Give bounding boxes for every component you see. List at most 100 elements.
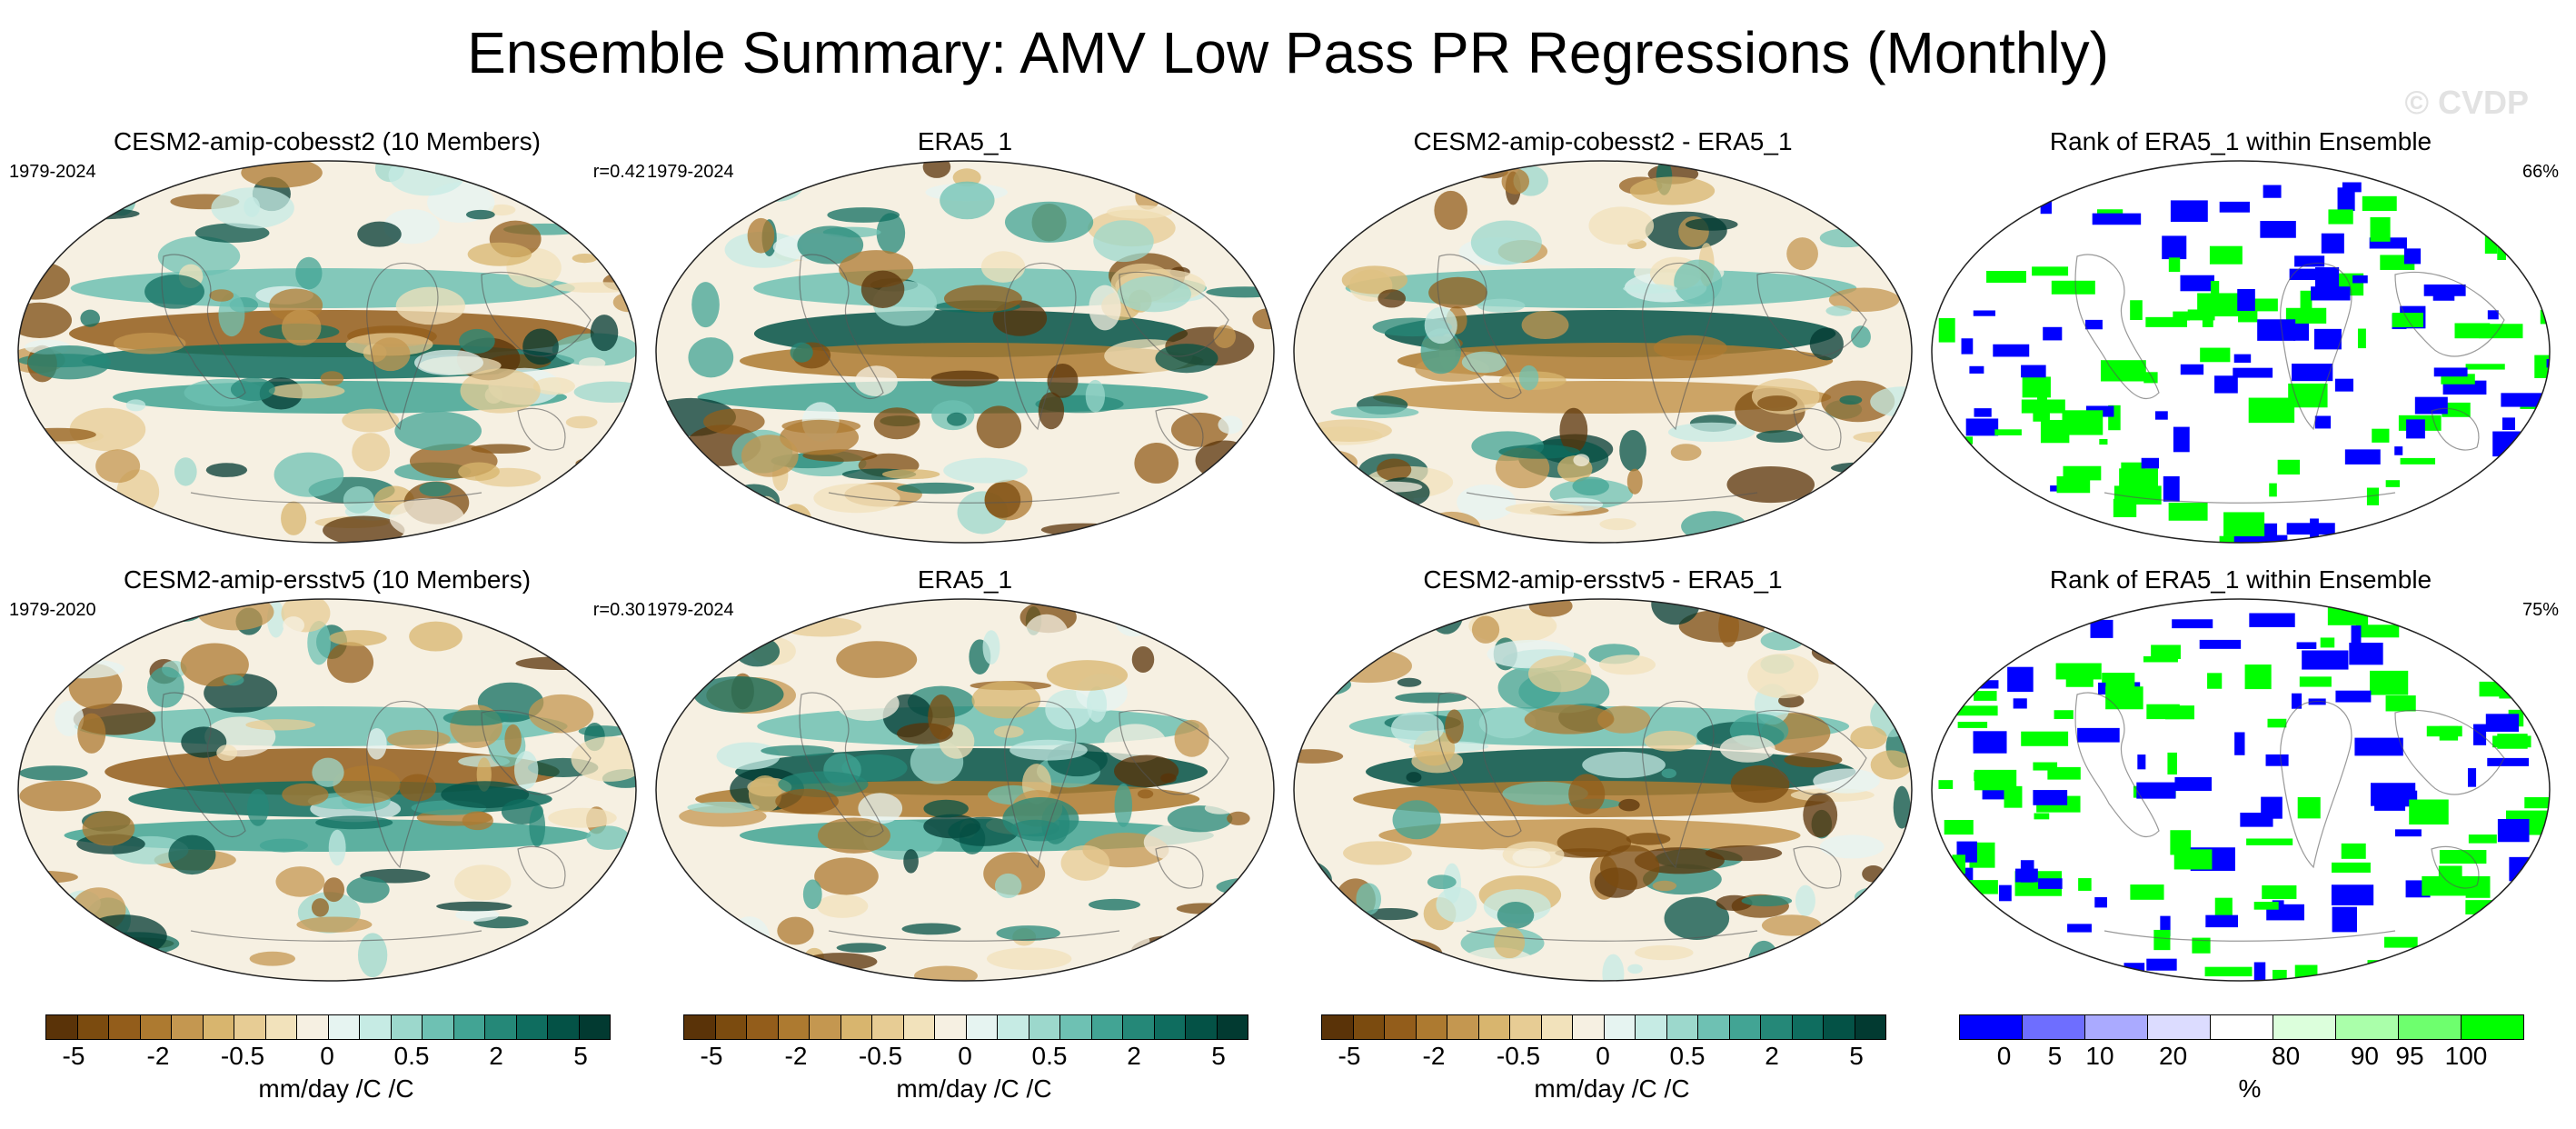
map-panel-1-2: ERA5_1 1979-2024	[647, 125, 1283, 553]
coastline	[828, 492, 1120, 504]
colorbar-swatch	[1447, 1015, 1479, 1039]
regression-map	[1293, 598, 1913, 982]
map-border	[1931, 598, 2551, 982]
colorbar-swatch	[684, 1015, 716, 1039]
colorbar-unit-label: mm/day /C /C	[1534, 1074, 1690, 1103]
colorbar-swatch	[2148, 1015, 2211, 1039]
coastline	[190, 492, 482, 504]
colorbar-swatch	[715, 1015, 747, 1039]
period-label: 1979-2024	[647, 600, 734, 620]
colorbar-swatch	[2399, 1015, 2462, 1039]
coastline	[2104, 930, 2396, 942]
colorbar-swatch	[2023, 1015, 2085, 1039]
coastline	[1004, 262, 1077, 431]
colorbar-tick-label: 5	[573, 1042, 588, 1070]
regression-map	[655, 598, 1275, 982]
colorbar-tick-label: 0.5	[1031, 1042, 1068, 1070]
coastline	[366, 700, 439, 869]
colorbar-swatch	[2462, 1015, 2523, 1039]
map-border	[17, 160, 637, 544]
coastline	[161, 254, 246, 400]
colorbar-swatch	[172, 1015, 204, 1039]
colorbar-swatch	[1060, 1015, 1092, 1039]
coastline	[1756, 709, 1867, 795]
colorbar-swatch	[1729, 1015, 1761, 1039]
coastline	[2074, 692, 2160, 838]
map-border	[1293, 160, 1913, 544]
period-label: 1979-2024	[9, 162, 96, 182]
colorbar-tick-label: 5	[1211, 1042, 1226, 1070]
colorbar-tick-label: -2	[146, 1042, 170, 1070]
colorbar-strip	[1959, 1014, 2524, 1040]
map-panel-2-4: Rank of ERA5_1 within Ensemble 75%	[1923, 564, 2559, 991]
colorbar-swatch	[109, 1015, 141, 1039]
rank-percent-label: 66%	[2521, 162, 2559, 182]
colorbar-swatch	[2085, 1015, 2148, 1039]
colorbar-swatch	[485, 1015, 517, 1039]
colorbar-strip	[683, 1014, 1248, 1040]
map-border	[1293, 598, 1913, 982]
colorbar-unit-label: mm/day /C /C	[896, 1074, 1052, 1103]
colorbar-swatch	[46, 1015, 78, 1039]
colorbar-swatch	[810, 1015, 841, 1039]
colorbar-swatch	[391, 1015, 423, 1039]
panel-title: Rank of ERA5_1 within Ensemble	[2049, 127, 2432, 155]
coastline	[2074, 254, 2160, 400]
regression-map	[655, 160, 1275, 544]
coastline	[799, 692, 884, 838]
colorbar-swatch	[2273, 1015, 2336, 1039]
colorbar-tick-label: 2	[1127, 1042, 1141, 1070]
colorbar-swatch	[1353, 1015, 1385, 1039]
colorbar-4: 0 5 10 20 80 90 95 100%	[1950, 1014, 2550, 1124]
coastline	[1004, 700, 1077, 869]
map-panel-1-1: CESM2-amip-cobesst2 (10 Members) 1979-202…	[9, 125, 645, 553]
colorbar-swatch	[548, 1015, 580, 1039]
panel-title: CESM2-amip-cobesst2 (10 Members)	[114, 127, 541, 155]
colorbar-tick-label: 5	[2047, 1042, 2063, 1070]
colorbar-swatch	[1855, 1015, 1885, 1039]
colorbar-swatch	[1186, 1015, 1218, 1039]
colorbar-swatch	[140, 1015, 172, 1039]
coastline	[1155, 407, 1204, 451]
colorbar-tick-label: -0.5	[220, 1042, 265, 1070]
coastline	[2431, 407, 2480, 451]
period-label: 1979-2024	[647, 162, 734, 182]
colorbar-swatch	[840, 1015, 872, 1039]
coastline	[1119, 709, 1229, 795]
coastline	[517, 845, 566, 889]
colorbar-swatch	[1416, 1015, 1447, 1039]
coastline	[2280, 262, 2352, 431]
colorbar-tick-label: 0.5	[393, 1042, 430, 1070]
colorbar-tick-label: 0	[958, 1042, 972, 1070]
colorbar-tick-label: 0	[1996, 1042, 2012, 1070]
coastline	[1155, 845, 1204, 889]
coastline	[1437, 254, 1522, 400]
coastline	[481, 709, 592, 795]
colorbar-swatch	[1824, 1015, 1855, 1039]
coastline	[799, 254, 884, 400]
colorbar-swatch	[1029, 1015, 1060, 1039]
colorbar-swatch	[1091, 1015, 1123, 1039]
map-panel-1-4: Rank of ERA5_1 within Ensemble 66%	[1923, 125, 2559, 553]
colorbar-swatch	[1510, 1015, 1542, 1039]
rank-percent-label: 75%	[2521, 600, 2559, 620]
colorbar-swatch	[1636, 1015, 1667, 1039]
colorbar-swatch	[1698, 1015, 1730, 1039]
colorbar-2: -5 -2 -0.5 0 0.5 2 5 mm/day /C /C	[674, 1014, 1274, 1124]
colorbar-swatch	[1666, 1015, 1698, 1039]
colorbar-swatch	[1792, 1015, 1824, 1039]
coastline	[517, 407, 566, 451]
colorbar-tick-label: -5	[700, 1042, 723, 1070]
colorbar-swatch	[77, 1015, 109, 1039]
colorbar-swatch	[516, 1015, 548, 1039]
colorbar-1: -5 -2 -0.5 0 0.5 2 5 mm/day /C /C	[36, 1014, 636, 1124]
colorbar-swatch	[872, 1015, 904, 1039]
colorbar-tick-label: -5	[62, 1042, 85, 1070]
colorbar-tick-label: -0.5	[858, 1042, 903, 1070]
colorbar-swatch	[234, 1015, 266, 1039]
colorbar-tick-label: -2	[784, 1042, 808, 1070]
colorbar-swatch	[1478, 1015, 1510, 1039]
regression-map	[1293, 160, 1913, 544]
colorbar-tick-label: 20	[2159, 1042, 2188, 1070]
coastline	[2104, 492, 2396, 504]
